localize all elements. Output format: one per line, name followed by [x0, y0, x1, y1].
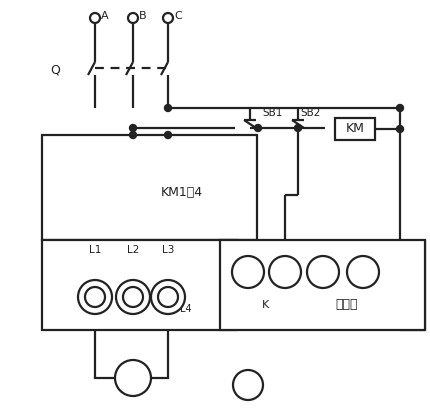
- Text: KM: KM: [345, 123, 364, 135]
- Text: L4: L4: [180, 304, 191, 314]
- Bar: [334, 118, 374, 140]
- Circle shape: [164, 132, 171, 139]
- Circle shape: [346, 256, 378, 288]
- Text: M: M: [127, 371, 138, 384]
- Text: 1: 1: [359, 267, 366, 277]
- Bar: [42, 240, 237, 330]
- Circle shape: [115, 360, 150, 396]
- Text: 3: 3: [244, 267, 251, 277]
- Text: 1: 1: [244, 380, 251, 390]
- Text: 4: 4: [281, 267, 288, 277]
- Circle shape: [116, 280, 150, 314]
- Circle shape: [306, 256, 338, 288]
- Circle shape: [294, 124, 301, 132]
- Text: L3: L3: [161, 245, 174, 255]
- Circle shape: [396, 105, 402, 112]
- Text: L1: L1: [89, 245, 101, 255]
- Text: SB2: SB2: [299, 108, 319, 118]
- Circle shape: [164, 105, 171, 112]
- Text: C: C: [174, 11, 181, 21]
- Text: L2: L2: [126, 245, 139, 255]
- Circle shape: [233, 370, 262, 400]
- Circle shape: [268, 256, 300, 288]
- Text: A: A: [101, 11, 108, 21]
- Text: 2: 2: [319, 267, 326, 277]
- Text: KM1～4: KM1～4: [160, 186, 203, 199]
- Circle shape: [78, 280, 112, 314]
- Bar: [219, 240, 424, 330]
- Text: K: K: [262, 300, 269, 310]
- Bar: [42, 135, 256, 240]
- Text: SB1: SB1: [261, 108, 282, 118]
- Text: B: B: [139, 11, 147, 21]
- Circle shape: [129, 124, 136, 132]
- Text: Q: Q: [50, 63, 60, 76]
- Circle shape: [396, 126, 402, 133]
- Circle shape: [254, 124, 261, 132]
- Text: 保护器: 保护器: [335, 298, 357, 311]
- Circle shape: [129, 132, 136, 139]
- Circle shape: [150, 280, 184, 314]
- Circle shape: [231, 256, 264, 288]
